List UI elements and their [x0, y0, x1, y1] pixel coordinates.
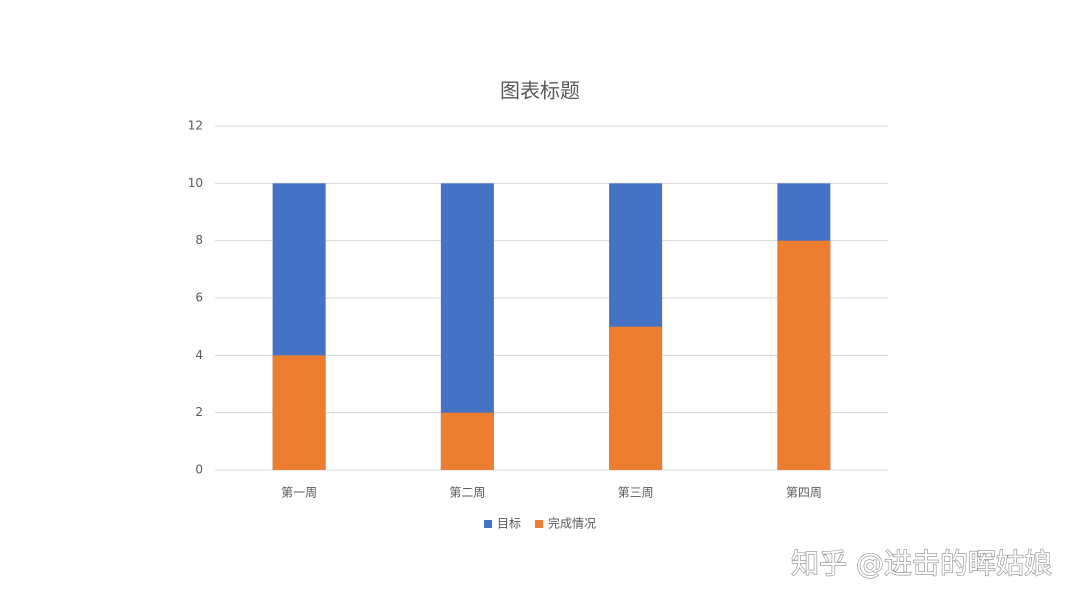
- y-tick-label: 0: [195, 463, 203, 477]
- y-tick-label: 12: [188, 119, 203, 133]
- legend-label: 目标: [497, 517, 521, 531]
- y-tick-label: 8: [195, 233, 203, 247]
- legend-label: 完成情况: [548, 516, 596, 531]
- legend-swatch: [484, 520, 492, 528]
- bar: [272, 355, 326, 470]
- chart-title: 图表标题: [500, 79, 580, 103]
- x-tick-label: 第三周: [618, 486, 654, 500]
- x-tick-label: 第二周: [449, 486, 485, 500]
- bar: [609, 326, 663, 470]
- y-tick-label: 4: [195, 348, 203, 362]
- watermark: 知乎 @进击的晖姑娘: [791, 547, 1052, 580]
- y-tick-label: 6: [195, 291, 203, 305]
- y-tick-label: 2: [195, 405, 203, 419]
- bar: [777, 240, 831, 470]
- x-tick-label: 第一周: [281, 486, 317, 500]
- bar: [440, 412, 494, 470]
- x-tick-label: 第四周: [786, 486, 822, 500]
- legend-swatch: [535, 520, 544, 528]
- y-tick-label: 10: [188, 176, 203, 190]
